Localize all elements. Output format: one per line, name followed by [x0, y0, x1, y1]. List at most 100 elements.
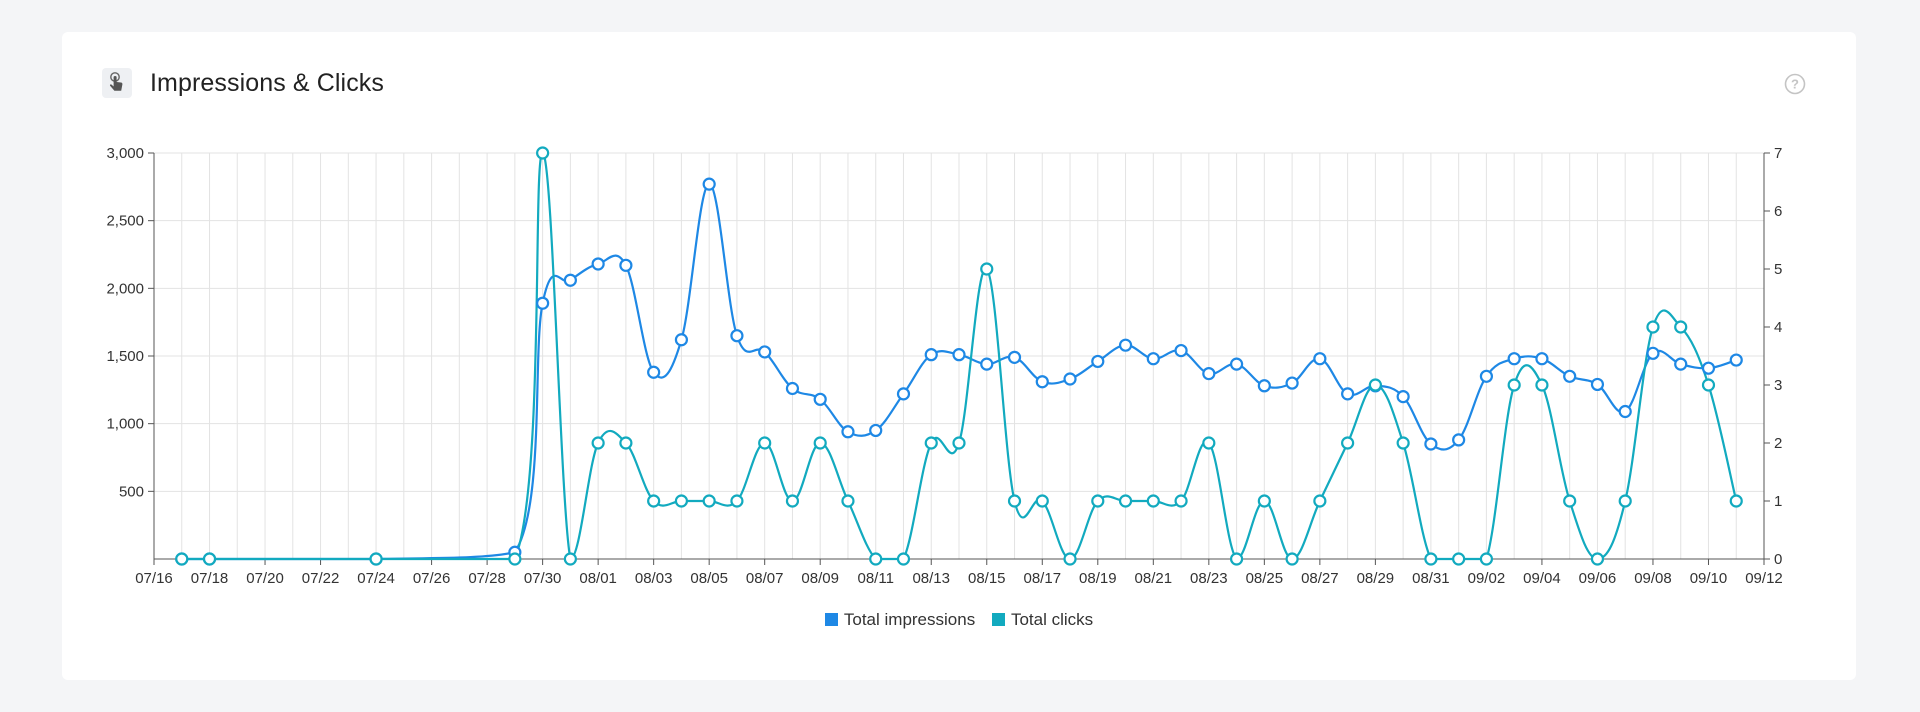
legend-swatch-clicks: [991, 613, 1005, 626]
data-point-clicks[interactable]: [1091, 494, 1105, 508]
data-point-impressions[interactable]: [591, 257, 605, 271]
data-point-clicks[interactable]: [813, 436, 827, 450]
data-point-impressions[interactable]: [841, 425, 855, 439]
data-point-clicks[interactable]: [1202, 436, 1216, 450]
data-point-clicks[interactable]: [785, 494, 800, 508]
data-point-impressions[interactable]: [1396, 390, 1410, 404]
data-point-impressions[interactable]: [758, 345, 772, 359]
data-point-clicks[interactable]: [1174, 494, 1188, 508]
data-point-clicks[interactable]: [1618, 494, 1632, 508]
data-point-clicks[interactable]: [1729, 494, 1743, 508]
data-point-clicks[interactable]: [202, 552, 217, 566]
data-point-impressions[interactable]: [702, 177, 716, 191]
data-point-clicks[interactable]: [1285, 552, 1299, 566]
data-point-clicks[interactable]: [1368, 378, 1382, 392]
data-point-impressions[interactable]: [647, 365, 661, 379]
data-point-impressions[interactable]: [924, 348, 938, 362]
data-point-clicks[interactable]: [1590, 552, 1605, 566]
data-point-impressions[interactable]: [1590, 377, 1605, 392]
data-point-clicks[interactable]: [1535, 378, 1549, 392]
data-point-impressions[interactable]: [674, 333, 689, 347]
data-point-impressions[interactable]: [785, 381, 800, 396]
data-point-impressions[interactable]: [1535, 352, 1549, 366]
data-point-clicks[interactable]: [841, 494, 855, 508]
chart-area: 500 1,000 1,500 2,000 2,500 3,000 0 1 2 3 4 5 6 7 07/1…: [62, 32, 1856, 597]
data-point-clicks[interactable]: [1452, 552, 1466, 566]
data-point-impressions[interactable]: [1035, 375, 1049, 389]
x-tick-label: 07/18: [191, 570, 229, 587]
data-point-impressions[interactable]: [1118, 338, 1133, 352]
data-point-impressions[interactable]: [1341, 387, 1355, 401]
data-point-clicks[interactable]: [175, 552, 189, 566]
data-point-impressions[interactable]: [1507, 352, 1521, 366]
data-point-clicks[interactable]: [730, 494, 744, 508]
data-point-clicks[interactable]: [536, 146, 550, 160]
data-point-clicks[interactable]: [647, 494, 661, 508]
data-point-impressions[interactable]: [1229, 357, 1244, 371]
data-point-clicks[interactable]: [1035, 494, 1049, 508]
data-point-impressions[interactable]: [1202, 366, 1216, 381]
data-point-clicks[interactable]: [1118, 494, 1133, 508]
data-point-impressions[interactable]: [730, 329, 744, 343]
data-point-impressions[interactable]: [1285, 376, 1299, 390]
data-point-clicks[interactable]: [1007, 494, 1022, 508]
data-point-impressions[interactable]: [536, 296, 550, 310]
data-point-impressions[interactable]: [1174, 343, 1188, 358]
data-point-impressions[interactable]: [952, 348, 966, 362]
data-point-clicks[interactable]: [1646, 320, 1660, 334]
data-point-clicks[interactable]: [674, 494, 689, 508]
data-point-clicks[interactable]: [758, 436, 772, 450]
data-point-clicks[interactable]: [702, 494, 716, 508]
data-point-impressions[interactable]: [563, 273, 577, 287]
data-point-impressions[interactable]: [1674, 357, 1688, 371]
data-point-clicks[interactable]: [869, 552, 883, 566]
data-point-clicks[interactable]: [1229, 552, 1244, 566]
data-point-clicks[interactable]: [563, 552, 577, 566]
data-point-impressions[interactable]: [1257, 379, 1271, 393]
data-point-impressions[interactable]: [619, 258, 633, 272]
data-point-clicks[interactable]: [896, 552, 911, 566]
data-point-impressions[interactable]: [1701, 361, 1716, 375]
data-point-impressions[interactable]: [1646, 346, 1660, 360]
legend-item-impressions[interactable]: Total impressions: [824, 610, 975, 630]
data-point-impressions[interactable]: [896, 387, 911, 401]
data-point-impressions[interactable]: [1618, 404, 1632, 419]
data-point-impressions[interactable]: [1313, 352, 1327, 366]
data-point-clicks[interactable]: [924, 436, 938, 450]
data-point-clicks[interactable]: [1507, 378, 1521, 392]
data-point-clicks[interactable]: [1257, 494, 1271, 508]
data-point-clicks[interactable]: [1146, 494, 1160, 508]
data-point-clicks[interactable]: [508, 552, 522, 566]
data-point-impressions[interactable]: [1007, 350, 1022, 364]
data-point-clicks[interactable]: [1479, 552, 1494, 566]
data-point-impressions[interactable]: [1563, 369, 1577, 383]
data-point-clicks[interactable]: [1674, 320, 1688, 334]
data-point-impressions[interactable]: [813, 392, 827, 406]
data-point-clicks[interactable]: [1563, 494, 1577, 508]
data-point-impressions[interactable]: [1146, 352, 1160, 366]
data-point-clicks[interactable]: [1701, 378, 1716, 392]
legend-item-clicks[interactable]: Total clicks: [991, 610, 1093, 630]
x-tick-label: 07/16: [135, 570, 173, 587]
data-point-clicks[interactable]: [1341, 436, 1355, 450]
data-point-impressions[interactable]: [1063, 372, 1077, 386]
question-circle-icon[interactable]: ?: [1783, 72, 1807, 96]
data-point-impressions[interactable]: [1729, 353, 1743, 367]
y-left-tick-label: 3,000: [106, 145, 144, 162]
data-point-clicks[interactable]: [1313, 494, 1327, 508]
data-point-clicks[interactable]: [980, 262, 994, 276]
data-point-impressions[interactable]: [1452, 433, 1466, 447]
data-point-impressions[interactable]: [980, 357, 994, 371]
data-point-clicks[interactable]: [952, 436, 966, 450]
data-point-clicks[interactable]: [591, 436, 605, 450]
data-point-clicks[interactable]: [1424, 552, 1438, 566]
data-point-clicks[interactable]: [1063, 552, 1077, 566]
data-point-impressions[interactable]: [1424, 437, 1438, 451]
data-point-clicks[interactable]: [1396, 436, 1410, 450]
data-point-impressions[interactable]: [869, 423, 883, 438]
y-left-tick-label: 2,500: [106, 213, 144, 230]
data-point-clicks[interactable]: [619, 436, 633, 450]
data-point-impressions[interactable]: [1091, 354, 1105, 369]
data-point-impressions[interactable]: [1479, 369, 1494, 383]
data-point-clicks[interactable]: [369, 552, 383, 566]
